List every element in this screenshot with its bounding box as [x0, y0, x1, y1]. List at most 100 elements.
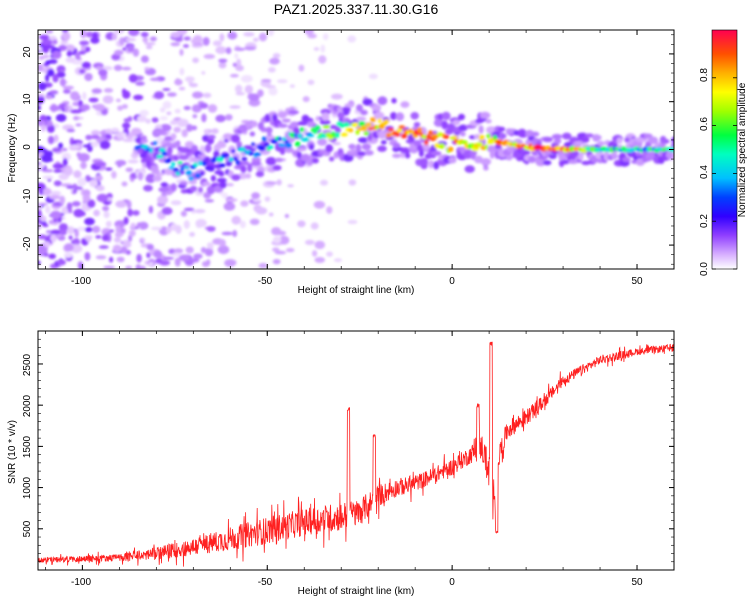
heatmap-noise-cell: [318, 55, 327, 64]
heatmap-halo-cell: [255, 171, 265, 178]
heatmap-halo-cell: [377, 145, 387, 152]
heatmap-noise-cell: [43, 253, 49, 257]
heatmap-noise-cell: [159, 107, 166, 113]
heatmap-noise-cell: [55, 113, 67, 122]
heatmap-halo-cell: [170, 183, 177, 192]
heatmap-noise-cell: [98, 69, 108, 77]
heatmap-noise-cell: [302, 96, 310, 103]
heatmap-ridge-cell: [363, 131, 370, 136]
heatmap-noise-cell: [212, 40, 222, 47]
heatmap-halo-cell: [288, 110, 299, 115]
heatmap-halo-cell: [361, 143, 372, 151]
colorbar-tick-label-0: 0.0: [699, 262, 710, 276]
heatmap-halo-cell: [360, 109, 368, 116]
heatmap-halo-cell: [616, 137, 623, 144]
heatmap-noise-cell: [96, 193, 109, 203]
heatmap-noise-cell: [136, 253, 142, 263]
top-xtick-label-1: -50: [258, 276, 273, 287]
heatmap-halo-cell: [577, 153, 584, 161]
heatmap-noise-cell: [122, 122, 131, 129]
heatmap-noise-cell: [71, 201, 81, 207]
heatmap-halo-cell: [306, 159, 314, 166]
heatmap-noise-cell: [38, 260, 41, 265]
heatmap-noise-cell: [121, 104, 128, 109]
heatmap-noise-cell: [87, 199, 96, 208]
heatmap-noise-cell: [82, 194, 91, 203]
heatmap-noise-cell: [224, 259, 236, 267]
heatmap-halo-cell: [428, 160, 434, 169]
top-ytick-label-4: 20: [22, 46, 33, 58]
heatmap-halo-cell: [433, 161, 440, 170]
heatmap-halo-cell: [378, 130, 387, 140]
heatmap-noise-cell: [195, 219, 207, 228]
heatmap-noise-cell: [202, 37, 210, 46]
heatmap-noise-cell: [298, 64, 305, 72]
heatmap-noise-cell: [103, 211, 110, 219]
heatmap-ridge-cell: [297, 133, 302, 139]
heatmap-ridge-cell: [340, 132, 348, 137]
heatmap-noise-cell: [74, 229, 79, 238]
colorbar-gradient: [711, 29, 738, 270]
heatmap-noise-cell: [68, 235, 73, 240]
heatmap-noise-cell: [218, 58, 228, 63]
heatmap-halo-cell: [362, 98, 373, 106]
heatmap-noise-cell: [105, 167, 113, 171]
heatmap-halo-cell: [245, 120, 252, 129]
heatmap-noise-cell: [115, 225, 121, 234]
heatmap-halo-cell: [214, 170, 224, 175]
heatmap-noise-cell: [45, 150, 53, 158]
heatmap-halo-cell: [206, 185, 216, 195]
heatmap-halo-cell: [404, 152, 411, 159]
heatmap-noise-cell: [112, 244, 122, 253]
heatmap-noise-cell: [135, 264, 141, 269]
heatmap-noise-cell: [67, 226, 75, 235]
heatmap-halo-cell: [137, 171, 144, 181]
heatmap-ridge-cell: [307, 134, 315, 138]
heatmap-noise-cell: [153, 250, 163, 259]
heatmap-ridge-cell: [194, 173, 201, 179]
heatmap-halo-cell: [558, 153, 567, 162]
heatmap-noise-cell: [127, 208, 133, 217]
heatmap-noise-cell: [140, 31, 149, 38]
heatmap-noise-cell: [126, 200, 132, 209]
heatmap-noise-cell: [101, 234, 110, 242]
heatmap-noise-cell: [347, 35, 357, 43]
heatmap-noise-cell: [61, 31, 71, 41]
heatmap-noise-cell: [251, 192, 260, 200]
heatmap-ridge-cell: [424, 139, 429, 146]
heatmap-noise-cell: [96, 66, 103, 71]
heatmap-noise-cell: [121, 132, 127, 137]
heatmap-halo-cell: [145, 160, 152, 168]
heatmap-noise-cell: [175, 225, 182, 234]
heatmap-noise-cell: [64, 166, 73, 176]
heatmap-noise-cell: [46, 124, 55, 133]
heatmap-noise-cell: [93, 209, 100, 217]
heatmap-noise-cell: [38, 64, 44, 72]
top-ylabel: Frequency (Hz): [7, 114, 18, 183]
heatmap-halo-cell: [643, 133, 653, 139]
heatmap-noise-cell: [171, 252, 182, 257]
heatmap-noise-cell: [243, 32, 255, 37]
heatmap-noise-cell: [94, 103, 106, 111]
heatmap-noise-cell: [158, 186, 170, 193]
heatmap-noise-cell: [232, 230, 238, 237]
heatmap-halo-cell: [317, 138, 328, 146]
heatmap-noise-cell: [46, 120, 53, 127]
heatmap-noise-cell: [192, 35, 203, 44]
heatmap-noise-cell: [204, 199, 215, 203]
heatmap-noise-cell: [79, 68, 86, 74]
heatmap-noise-cell: [221, 231, 233, 236]
heatmap-halo-cell: [152, 175, 162, 182]
bottom-ylabel: SNR (10 * v/v): [7, 420, 18, 484]
heatmap-noise-cell: [192, 91, 204, 99]
heatmap-halo-cell: [357, 151, 367, 156]
heatmap-halo-cell: [292, 127, 300, 135]
heatmap-noise-cell: [123, 216, 129, 225]
heatmap-halo-cell: [277, 111, 287, 119]
heatmap-noise-cell: [222, 192, 228, 199]
heatmap-noise-cell: [42, 44, 55, 49]
heatmap-noise-cell: [116, 256, 125, 263]
heatmap-noise-cell: [314, 240, 326, 250]
heatmap-noise-cell: [149, 77, 161, 82]
heatmap-halo-cell: [334, 126, 341, 134]
